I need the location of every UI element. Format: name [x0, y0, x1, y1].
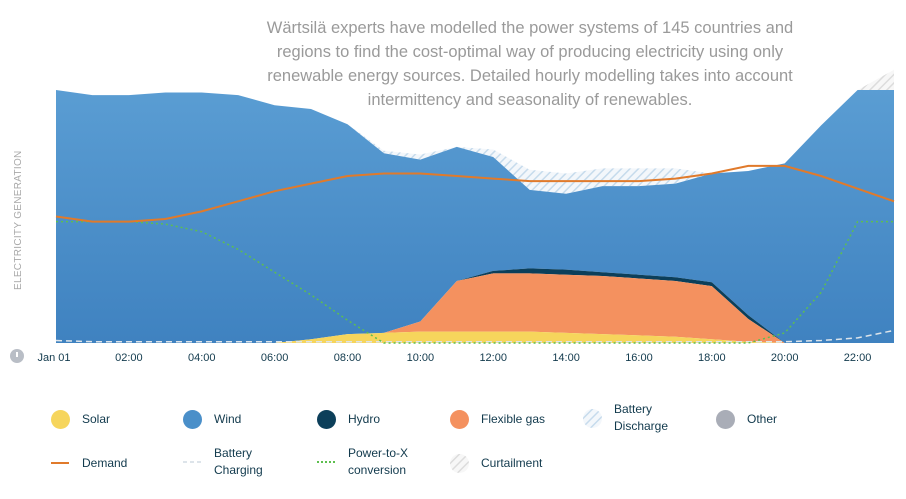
legend-item-solar[interactable]: Solar — [50, 409, 110, 429]
battery-charging-icon — [183, 461, 201, 463]
x-tick-label: 22:00 — [844, 352, 872, 364]
power-to-x-icon — [317, 461, 335, 463]
x-tick-label: 20:00 — [771, 352, 799, 364]
hydro-icon — [316, 409, 336, 429]
area-solar — [56, 331, 894, 343]
legend-item-power-to-x[interactable]: Power-to-X conversion — [316, 445, 408, 479]
legend-item-curtailment[interactable]: Curtailment — [449, 453, 542, 473]
x-tick-label: Jan 01 — [37, 352, 70, 364]
line-demand — [55, 164, 895, 223]
legend-item-flexible-gas[interactable]: Flexible gas — [449, 409, 545, 429]
generation-chart: Jan 01 02:00 04:00 06:00 08:00 10:00 12:00 14:0… — [37, 69, 895, 364]
solar-icon — [50, 409, 70, 429]
legend-item-wind[interactable]: Wind — [182, 409, 241, 429]
x-tick-label: 14:00 — [552, 352, 580, 364]
legend-item-other[interactable]: Other — [715, 409, 777, 429]
area-flexible-gas — [56, 273, 894, 343]
x-tick-label: 10:00 — [407, 352, 435, 364]
legend-item-demand[interactable]: Demand — [50, 453, 127, 473]
wind-icon — [182, 409, 202, 429]
flexible-gas-icon — [449, 409, 469, 429]
x-tick-label: 08:00 — [334, 352, 362, 364]
other-icon — [715, 409, 735, 429]
x-tick-label: 18:00 — [698, 352, 726, 364]
x-tick-label: 12:00 — [479, 352, 507, 364]
demand-icon — [51, 462, 69, 464]
curtailment-icon — [449, 453, 469, 473]
battery-discharge-icon — [582, 408, 602, 428]
clock-icon — [10, 349, 24, 363]
line-power-to-x-conversion — [56, 220, 894, 344]
y-axis-label: ELECTRICITY GENERATION — [13, 150, 24, 290]
legend-item-hydro[interactable]: Hydro — [316, 409, 380, 429]
x-tick-label: 04:00 — [188, 352, 216, 364]
legend: Solar Wind Hydro Flexible gas Battery Dis… — [0, 395, 906, 495]
x-tick-label: 16:00 — [625, 352, 653, 364]
legend-item-battery-charging[interactable]: Battery Charging — [182, 445, 263, 479]
legend-item-battery-discharge[interactable]: Battery Discharge — [582, 401, 668, 435]
area-wind — [56, 90, 894, 343]
x-tick-label: 06:00 — [261, 352, 289, 364]
intro-text: Wärtsilä experts have modelled the power… — [266, 19, 794, 109]
x-tick-label: 02:00 — [115, 352, 143, 364]
